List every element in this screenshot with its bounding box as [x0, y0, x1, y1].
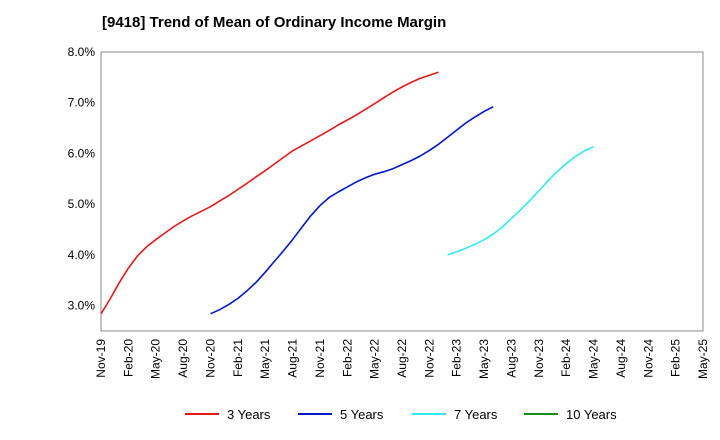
- y-tick-label: 7.0%: [68, 96, 96, 110]
- legend-label: 5 Years: [340, 406, 384, 422]
- x-tick-label: May-24: [587, 339, 601, 379]
- series-line: [447, 146, 594, 256]
- legend: 3 Years 5 Years 7 Years 10 Years: [0, 402, 720, 426]
- legend-label: 3 Years: [227, 406, 271, 422]
- x-tick-label: May-21: [258, 339, 272, 379]
- chart-title: [9418] Trend of Mean of Ordinary Income …: [102, 14, 447, 31]
- x-tick-label: Feb-25: [669, 339, 683, 377]
- y-tick-label: 3.0%: [68, 299, 96, 313]
- legend-swatch: [298, 413, 332, 415]
- x-tick-label: Aug-20: [176, 339, 190, 378]
- legend-item: 10 Years: [524, 402, 617, 426]
- legend-swatch: [185, 413, 219, 415]
- legend-label: 7 Years: [454, 406, 498, 422]
- y-tick-label: 4.0%: [68, 248, 96, 262]
- x-tick-label: Feb-21: [231, 339, 245, 377]
- x-tick-label: Nov-20: [203, 339, 217, 378]
- plot-area: [100, 51, 704, 332]
- x-tick-label: Nov-23: [532, 339, 546, 378]
- x-tick-label: May-25: [696, 339, 710, 379]
- x-tick-label: May-23: [477, 339, 491, 379]
- x-tick-label: Nov-21: [313, 339, 327, 378]
- x-tick-label: Feb-22: [340, 339, 354, 377]
- x-tick-label: Aug-24: [614, 339, 628, 378]
- x-tick-label: Nov-24: [641, 339, 655, 378]
- legend-item: 7 Years: [412, 402, 497, 426]
- y-tick-label: 6.0%: [68, 146, 96, 160]
- legend-item: 3 Years: [185, 402, 270, 426]
- legend-swatch: [412, 413, 446, 415]
- x-tick-label: Feb-23: [450, 339, 464, 377]
- legend-swatch: [524, 413, 558, 415]
- legend-label: 10 Years: [566, 406, 617, 422]
- x-tick-label: Nov-22: [422, 339, 436, 378]
- x-tick-label: Aug-21: [286, 339, 300, 378]
- legend-item: 5 Years: [298, 402, 383, 426]
- x-tick-label: Feb-24: [559, 339, 573, 377]
- x-tick-label: May-22: [368, 339, 382, 379]
- series-line: [210, 106, 494, 315]
- y-tick-label: 5.0%: [68, 197, 96, 211]
- y-tick-label: 8.0%: [68, 45, 96, 59]
- x-tick-label: Aug-23: [504, 339, 518, 378]
- x-tick-label: Nov-19: [94, 339, 108, 378]
- series-line: [100, 71, 439, 315]
- x-tick-label: May-20: [149, 339, 163, 379]
- x-tick-label: Feb-20: [121, 339, 135, 377]
- x-tick-label: Aug-22: [395, 339, 409, 378]
